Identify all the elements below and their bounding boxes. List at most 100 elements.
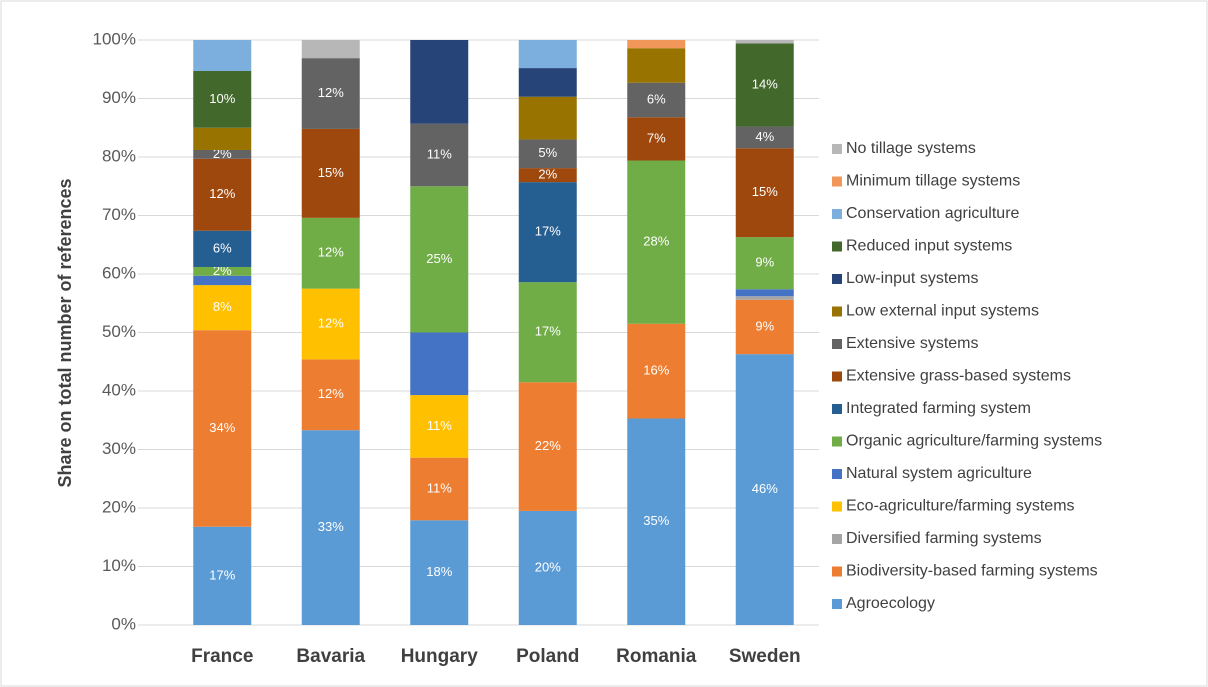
legend-swatch [832, 469, 842, 479]
data-label: 25% [426, 251, 452, 266]
bar-segment [193, 127, 252, 150]
bar-segment [193, 71, 252, 128]
bar-segment [627, 82, 686, 118]
data-label: 17% [209, 567, 235, 582]
bar-segment [193, 330, 252, 527]
bar-segment [627, 323, 686, 419]
bar-segment [410, 395, 469, 458]
data-label: 33% [318, 519, 344, 534]
bar-segment [735, 40, 794, 44]
legend-swatch [832, 501, 842, 512]
data-label: 12% [318, 85, 344, 100]
bar-segment [301, 288, 360, 360]
data-label: 5% [538, 145, 557, 160]
legend-swatch [832, 209, 842, 219]
legend-swatch [832, 339, 842, 349]
bar-segment [735, 126, 794, 149]
bar-segment [301, 359, 360, 431]
bar-segment [410, 332, 469, 396]
legend-label: Diversified farming systems [846, 530, 1042, 547]
y-tick-label: 30% [102, 439, 136, 458]
bar-segment [193, 230, 252, 267]
legend-label: Reduced input systems [846, 238, 1012, 255]
bar-segment [193, 275, 252, 286]
legend-label: Extensive systems [846, 335, 978, 352]
legend-swatch [832, 274, 842, 284]
bar-segment [518, 382, 577, 511]
bar-segment [627, 48, 686, 83]
legend-swatch [832, 176, 842, 187]
legend-swatch [832, 241, 842, 252]
bar-segment [735, 296, 794, 300]
bar-segment [410, 186, 469, 333]
bar-segment [518, 182, 577, 283]
bar-segment [735, 43, 794, 127]
legend-swatch [832, 566, 842, 577]
legend-swatch [832, 306, 842, 317]
y-tick-label: 10% [102, 556, 136, 575]
bar-segment [735, 289, 794, 297]
bar-segment [518, 282, 577, 383]
bar-segment [301, 217, 360, 289]
data-label: 20% [535, 559, 561, 574]
legend-label: Biodiversity-based farming systems [846, 563, 1098, 580]
data-label: 34% [209, 420, 235, 435]
bar-segment [627, 40, 686, 49]
bar-segment [193, 158, 252, 231]
bar-segment [518, 139, 577, 169]
y-tick-label: 90% [102, 88, 136, 107]
data-label: 12% [318, 386, 344, 401]
data-label: 6% [213, 240, 232, 255]
bar-segment [627, 418, 686, 625]
data-label: 15% [318, 165, 344, 180]
data-label: 9% [755, 318, 774, 333]
data-label: 9% [755, 255, 774, 270]
y-tick-label: 60% [102, 263, 136, 282]
bar-segment [301, 58, 360, 129]
data-label: 11% [427, 418, 452, 433]
bar-segment [518, 168, 577, 183]
data-label: 4% [755, 129, 774, 144]
bar-segment [518, 96, 577, 140]
bar-segment [735, 237, 794, 290]
bar-segment [410, 520, 469, 625]
legend-swatch [832, 534, 842, 544]
legend-label: Conservation agriculture [846, 205, 1020, 222]
legend-label: Minimum tillage systems [846, 173, 1020, 190]
legend-label: No tillage systems [846, 140, 976, 157]
x-tick-label: France [191, 646, 253, 667]
data-label: 22% [535, 438, 561, 453]
data-label: 10% [209, 91, 235, 106]
data-label: 12% [318, 245, 344, 260]
bar-segment [410, 457, 469, 521]
legend-label: Natural system agriculture [846, 465, 1032, 482]
x-tick-label: Bavaria [296, 646, 365, 667]
x-tick-label: Romania [616, 646, 697, 667]
bar-segment [410, 40, 469, 124]
x-tick-label: Sweden [729, 646, 801, 667]
legend-label: Agroecology [846, 595, 935, 612]
x-tick-label: Hungary [401, 646, 479, 667]
legend-label: Extensive grass-based systems [846, 368, 1071, 385]
data-label: 28% [643, 234, 669, 249]
x-tick-label: Poland [516, 646, 579, 667]
legend-swatch [832, 436, 842, 447]
bar-segment [193, 40, 252, 72]
data-label: 6% [647, 91, 666, 106]
legend-label: Integrated farming system [846, 400, 1031, 417]
legend-swatch [832, 404, 842, 414]
legend-label: Eco-agriculture/farming systems [846, 498, 1075, 515]
data-label: 15% [752, 184, 778, 199]
bar-segment [518, 68, 577, 97]
data-label: 12% [209, 186, 235, 201]
y-axis-title: Share on total number of references [55, 178, 75, 487]
data-label: 35% [643, 513, 669, 528]
bar-segment [410, 123, 469, 187]
legend-swatch [832, 144, 842, 154]
bar-segment [518, 510, 577, 625]
bar-segment [193, 285, 252, 331]
data-label: 14% [752, 76, 778, 91]
bar-segment [735, 148, 794, 238]
data-label: 7% [647, 130, 666, 145]
